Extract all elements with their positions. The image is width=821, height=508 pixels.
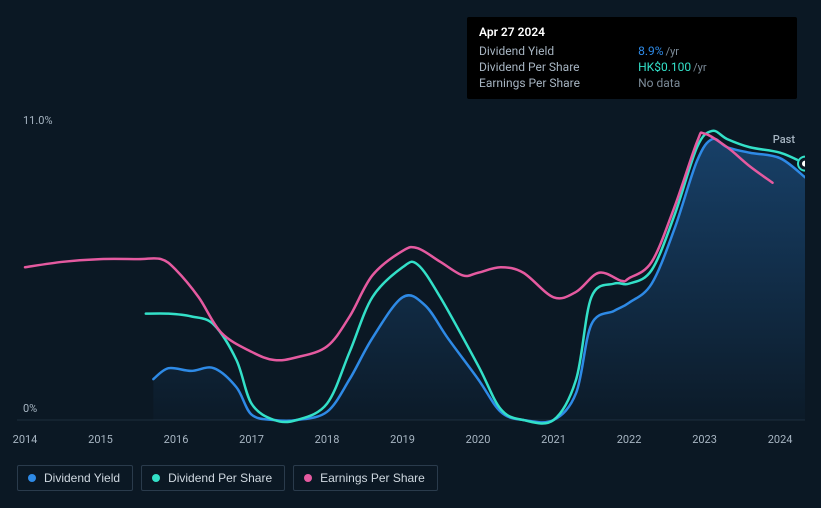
legend-item-label: Dividend Per Share — [168, 471, 272, 485]
legend-item-earningsPerShare[interactable]: Earnings Per Share — [293, 465, 438, 491]
legend-item-dividendPerShare[interactable]: Dividend Per Share — [141, 465, 285, 491]
x-axis-label: 2016 — [164, 433, 189, 446]
chart-area — [17, 120, 805, 430]
past-label: Past — [773, 133, 795, 146]
x-axis-label: 2017 — [239, 433, 264, 446]
x-axis-label: 2021 — [541, 433, 566, 446]
legend-dot-icon — [152, 474, 160, 482]
legend-item-label: Dividend Yield — [44, 471, 120, 485]
chart-tooltip: Apr 27 2024 Dividend Yield8.9%/yrDividen… — [467, 17, 797, 99]
y-axis-label: 0% — [23, 402, 37, 415]
legend-item-dividendYield[interactable]: Dividend Yield — [17, 465, 133, 491]
tooltip-row: Earnings Per ShareNo data — [479, 75, 785, 91]
tooltip-row-label: Earnings Per Share — [479, 75, 638, 91]
x-axis-label: 2014 — [13, 433, 38, 446]
tooltip-row-label: Dividend Yield — [479, 43, 638, 59]
x-axis-label: 2015 — [88, 433, 113, 446]
tooltip-row: Dividend Yield8.9%/yr — [479, 43, 785, 59]
tooltip-row-value: HK$0.100/yr — [638, 59, 785, 75]
chart-svg — [17, 120, 805, 430]
tooltip-row-value: No data — [638, 75, 785, 91]
chart-legend: Dividend Yield Dividend Per Share Earnings… — [17, 465, 438, 491]
tooltip-row-label: Dividend Per Share — [479, 59, 638, 75]
tooltip-table: Dividend Yield8.9%/yrDividend Per ShareH… — [479, 43, 785, 91]
legend-dot-icon — [28, 474, 36, 482]
legend-dot-icon — [304, 474, 312, 482]
x-axis-label: 2022 — [617, 433, 642, 446]
x-axis-label: 2020 — [466, 433, 491, 446]
x-axis-label: 2024 — [768, 433, 793, 446]
legend-item-label: Earnings Per Share — [320, 471, 425, 485]
x-axis-label: 2019 — [390, 433, 415, 446]
tooltip-row-value: 8.9%/yr — [638, 43, 785, 59]
tooltip-row: Dividend Per ShareHK$0.100/yr — [479, 59, 785, 75]
x-axis-label: 2023 — [692, 433, 717, 446]
x-axis-label: 2018 — [315, 433, 340, 446]
tooltip-date: Apr 27 2024 — [479, 25, 785, 39]
y-axis-label: 11.0% — [23, 114, 53, 127]
